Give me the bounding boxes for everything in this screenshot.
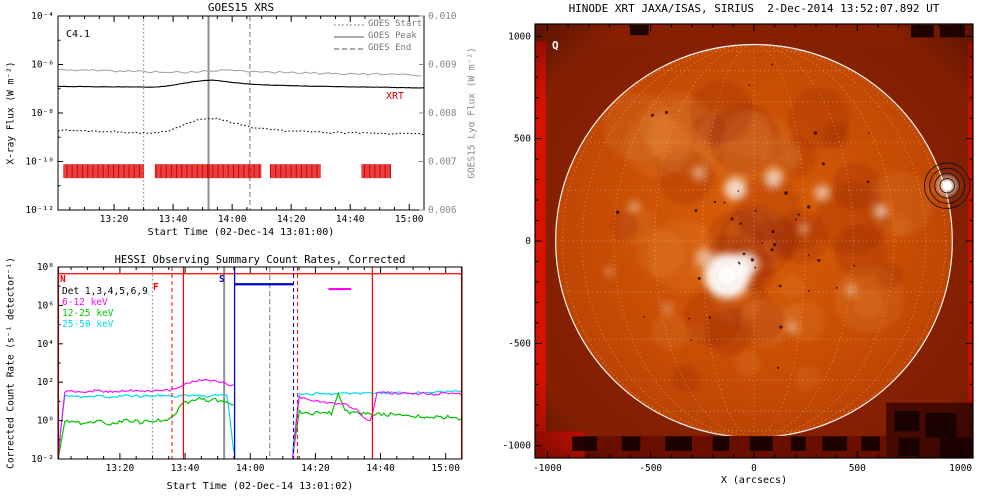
hessi-band-label-12-25: 12-25 keV	[62, 308, 114, 319]
svg-text:500: 500	[849, 463, 866, 474]
svg-text:-1000: -1000	[502, 441, 531, 452]
goes-legend-peak: GOES Peak	[368, 31, 417, 41]
goes-axis-ticks: 13:20 13:40 14:00 14:20 14:40 15:00 10⁻⁴ 10⁻⁶ 10…	[25, 11, 456, 225]
xrt-xlabel: X (arcsecs)	[720, 475, 788, 486]
svg-text:10⁴: 10⁴	[37, 339, 54, 350]
svg-text:10⁰: 10⁰	[37, 416, 54, 427]
xrt-panel: -1000 -500 0 500 1000 1000 500 0 -500 -1000	[495, 0, 1000, 500]
svg-text:13:20: 13:20	[100, 214, 129, 225]
svg-text:0.006: 0.006	[428, 205, 457, 216]
hessi-panel: 13:20 13:40 14:00 14:20 14:40 15:00 10⁸ 10⁶ 10⁴ 1…	[0, 253, 490, 500]
svg-text:0.009: 0.009	[428, 60, 457, 71]
flare-contours	[923, 162, 971, 209]
xrt-title: HINODE XRT JAXA/ISAS, SIRIUS 2-Dec-2014 …	[568, 2, 940, 15]
xrt-image-svg: -1000 -500 0 500 1000 1000 500 0 -500 -1000	[502, 23, 974, 474]
hessi-25-50-curve	[58, 393, 235, 455]
svg-text:14:20: 14:20	[301, 463, 330, 474]
xrt-exposure-ticks	[63, 164, 392, 179]
hessi-6-12-curve	[58, 378, 234, 459]
svg-text:14:00: 14:00	[218, 214, 247, 225]
svg-text:10⁻¹⁰: 10⁻¹⁰	[25, 157, 54, 168]
hessi-detector-legend: Det 1,3,4,5,6,9	[62, 286, 148, 297]
svg-text:13:20: 13:20	[106, 463, 135, 474]
goes-class-label: C4.1	[66, 29, 91, 40]
goes-legend-start: GOES Start	[368, 19, 423, 29]
goes-plot-svg: 13:20 13:40 14:00 14:20 14:40 15:00 10⁻⁴ 10⁻⁶ 10…	[25, 11, 456, 225]
svg-text:0.008: 0.008	[428, 108, 457, 119]
svg-text:10⁻²: 10⁻²	[31, 454, 54, 465]
goes-title: GOES15 XRS	[207, 1, 275, 14]
svg-text:14:40: 14:40	[336, 214, 365, 225]
svg-text:500: 500	[514, 134, 531, 145]
svg-text:14:20: 14:20	[277, 214, 306, 225]
svg-text:10⁻⁸: 10⁻⁸	[31, 108, 54, 119]
hessi-band-label-25-50: 25-50 keV	[62, 319, 114, 330]
hessi-25-50-curve	[292, 389, 462, 453]
svg-text:14:00: 14:00	[236, 463, 265, 474]
svg-text:-500: -500	[639, 463, 662, 474]
svg-text:15:00: 15:00	[395, 214, 424, 225]
svg-text:10⁻⁶: 10⁻⁶	[31, 60, 54, 71]
svg-text:0.007: 0.007	[428, 157, 457, 168]
goes-plot-area	[58, 16, 424, 210]
hessi-night-flag-label: N	[60, 274, 66, 285]
svg-text:13:40: 13:40	[171, 463, 200, 474]
xrt-image-area	[535, 24, 973, 458]
goes-xlabel: Start Time (02-Dec-14 13:01:00)	[147, 227, 335, 238]
svg-text:10⁻⁴: 10⁻⁴	[31, 11, 54, 22]
hessi-plot-svg: 13:20 13:40 14:00 14:20 14:40 15:00 10⁸ 10⁶ 10⁴ 1…	[31, 262, 463, 474]
goes-lya-curve	[58, 68, 422, 77]
svg-text:14:40: 14:40	[366, 463, 395, 474]
goes-ylabel-right: GOES15 Lyα Flux (W m⁻²)	[466, 47, 478, 179]
svg-text:10⁻¹²: 10⁻¹²	[25, 205, 54, 216]
svg-text:1000: 1000	[949, 463, 972, 474]
hessi-saa-flag-label: S	[219, 274, 225, 285]
svg-text:-500: -500	[508, 338, 531, 349]
goes-legend-end: GOES End	[368, 43, 412, 53]
svg-text:15:00: 15:00	[431, 463, 460, 474]
hessi-12-25-curve	[292, 391, 462, 458]
goes-panel: 13:20 13:40 14:00 14:20 14:40 15:00 10⁻⁴ 10⁻⁶ 10…	[0, 0, 490, 250]
svg-text:0: 0	[525, 236, 531, 247]
hessi-6-12-curve	[292, 391, 462, 459]
svg-text:13:40: 13:40	[159, 214, 188, 225]
hessi-xlabel: Start Time (02-Dec-14 13:01:02)	[166, 481, 354, 492]
xrt-q-marker: Q	[552, 39, 559, 52]
goes-xrt-label: XRT	[386, 91, 405, 102]
svg-text:0.010: 0.010	[428, 11, 457, 22]
svg-text:10⁸: 10⁸	[37, 262, 54, 273]
hessi-ylabel: Corrected Count Rate (s⁻¹ detector⁻¹)	[5, 257, 17, 469]
hessi-band-label-6-12: 6-12 keV	[62, 297, 108, 308]
goes-ylabel-left: X-ray Flux (W m⁻²)	[5, 61, 17, 165]
hessi-flare-flag-label: F	[153, 282, 159, 293]
goes-short-curve	[58, 117, 424, 135]
svg-text:10²: 10²	[37, 377, 54, 388]
hessi-12-25-curve	[58, 396, 234, 459]
hessi-plot-area	[58, 267, 462, 459]
hessi-axis-ticks: 13:20 13:40 14:00 14:20 14:40 15:00 10⁸ 10⁶ 10⁴ 1…	[31, 262, 460, 474]
svg-text:1000: 1000	[508, 31, 531, 42]
goes-long-curve	[58, 79, 424, 89]
svg-text:0: 0	[751, 463, 757, 474]
xrt-axis-ticks: -1000 -500 0 500 1000 1000 500 0 -500 -1000	[502, 24, 973, 474]
svg-text:-1000: -1000	[533, 463, 562, 474]
hessi-title: HESSI Observing Summary Count Rates, Cor…	[114, 254, 406, 266]
svg-text:10⁶: 10⁶	[37, 300, 54, 311]
